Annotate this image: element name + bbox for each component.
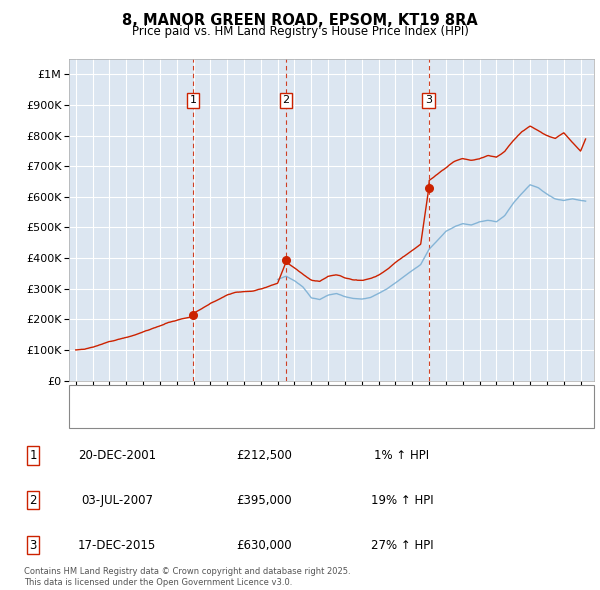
- Text: 03-JUL-2007: 03-JUL-2007: [81, 494, 153, 507]
- Text: 19% ↑ HPI: 19% ↑ HPI: [371, 494, 433, 507]
- Text: £212,500: £212,500: [236, 449, 292, 462]
- Text: 8, MANOR GREEN ROAD, EPSOM, KT19 8RA (semi-detached house): 8, MANOR GREEN ROAD, EPSOM, KT19 8RA (se…: [116, 392, 489, 402]
- Text: Contains HM Land Registry data © Crown copyright and database right 2025.
This d: Contains HM Land Registry data © Crown c…: [24, 568, 350, 586]
- Text: £395,000: £395,000: [236, 494, 292, 507]
- FancyBboxPatch shape: [69, 385, 594, 428]
- Text: 27% ↑ HPI: 27% ↑ HPI: [371, 539, 433, 552]
- Text: 1: 1: [29, 449, 37, 462]
- Text: 1% ↑ HPI: 1% ↑ HPI: [374, 449, 430, 462]
- Text: 20-DEC-2001: 20-DEC-2001: [78, 449, 156, 462]
- Text: 17-DEC-2015: 17-DEC-2015: [78, 539, 156, 552]
- Text: 8, MANOR GREEN ROAD, EPSOM, KT19 8RA: 8, MANOR GREEN ROAD, EPSOM, KT19 8RA: [122, 13, 478, 28]
- Text: HPI: Average price, semi-detached house, Epsom and Ewell: HPI: Average price, semi-detached house,…: [116, 412, 448, 422]
- Text: 2: 2: [29, 494, 37, 507]
- Text: 1: 1: [190, 96, 197, 106]
- Text: 3: 3: [425, 96, 432, 106]
- Text: 2: 2: [283, 96, 290, 106]
- Text: Price paid vs. HM Land Registry's House Price Index (HPI): Price paid vs. HM Land Registry's House …: [131, 25, 469, 38]
- Text: 3: 3: [29, 539, 37, 552]
- Text: £630,000: £630,000: [236, 539, 292, 552]
